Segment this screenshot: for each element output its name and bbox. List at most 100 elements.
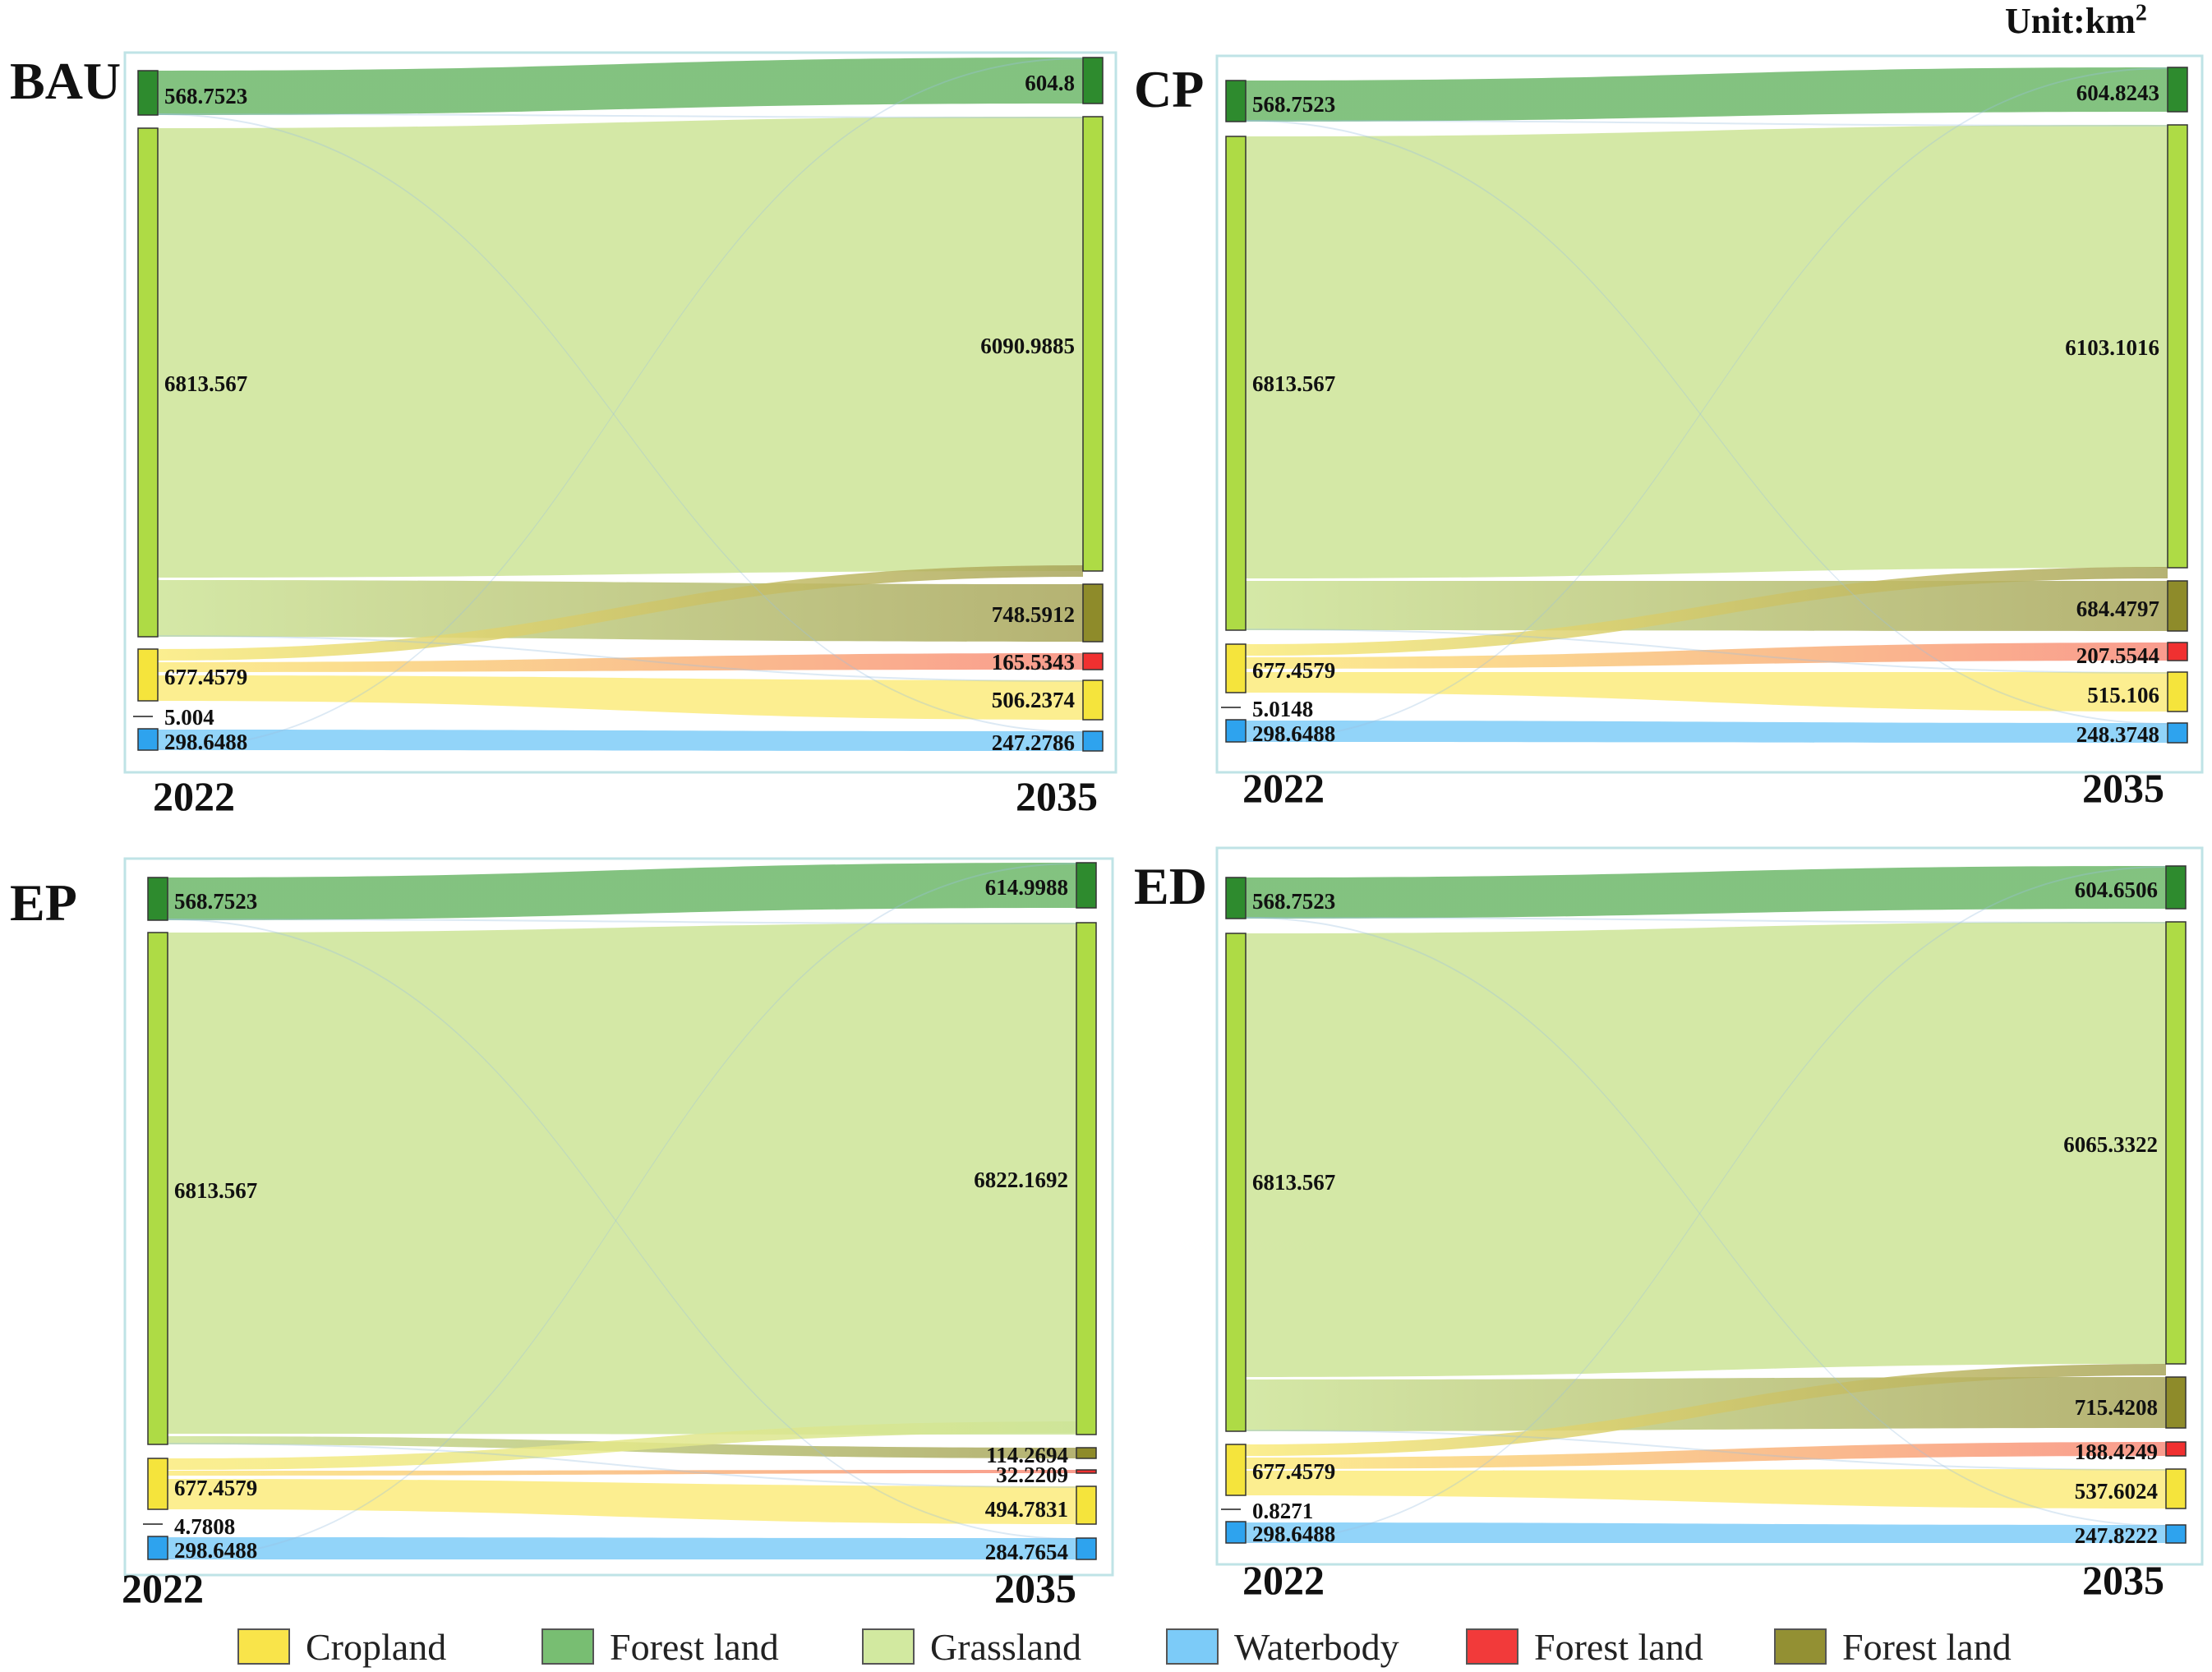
node-left-cropland	[137, 648, 159, 702]
label-left-waterbody: 298.6488	[1252, 1522, 1335, 1546]
node-right-developed	[2167, 642, 2188, 661]
year-end: 2035	[1016, 773, 1098, 819]
node-right-grassland	[2165, 921, 2187, 1365]
flow-grassland-to-grassland	[168, 923, 1076, 1435]
flow-minor-grassland-to-cropland	[1246, 1430, 2166, 1471]
panel-title: ED	[1134, 857, 1207, 915]
flow-waterbody-to-waterbody	[1246, 1522, 2166, 1543]
node-right-developed	[2165, 1441, 2187, 1457]
year-end: 2035	[994, 1565, 1076, 1611]
node-left-forest	[1225, 80, 1247, 122]
label-left-forest: 568.7523	[174, 889, 257, 914]
flow-cropland-to-cropland	[1246, 672, 2168, 712]
node-left-grassland	[1225, 933, 1247, 1432]
flow-minor-forest-to-grassland	[158, 113, 1083, 118]
node-left-developed	[1221, 1508, 1241, 1510]
flow-grassland-to-grassland	[1246, 125, 2168, 578]
node-left-waterbody	[147, 1536, 168, 1560]
year-start: 2022	[122, 1565, 204, 1611]
label-left-grassland: 6813.567	[174, 1178, 257, 1203]
node-left-forest	[137, 70, 159, 116]
unit-label-text: Unit:km	[2005, 1, 2136, 41]
label-right-grassland: 6103.1016	[2065, 335, 2159, 360]
node-right-other	[2167, 580, 2188, 632]
year-start: 2022	[1242, 765, 1325, 811]
flow-cropland-to-grassland	[168, 1421, 1076, 1470]
label-left-cropland: 677.4579	[1252, 658, 1335, 683]
node-right-waterbody	[1076, 1537, 1097, 1560]
flow-grassland-to-grassland	[1246, 922, 2166, 1377]
label-left-developed: 5.0148	[1252, 697, 1313, 721]
label-left-waterbody: 298.6488	[1252, 721, 1335, 746]
node-right-cropland	[1082, 679, 1104, 721]
node-right-cropland	[2167, 671, 2188, 712]
flow-minor-forest-to-waterbody	[168, 919, 1076, 1540]
label-right-cropland: 537.6024	[2075, 1479, 2158, 1504]
flow-minor-forest-to-grassland	[1246, 917, 2166, 924]
label-right-forest: 604.6506	[2075, 877, 2158, 902]
label-right-forest: 604.8243	[2076, 81, 2159, 105]
year-end: 2035	[2082, 1557, 2164, 1603]
label-right-other: 748.5912	[992, 602, 1075, 627]
flow-minor-grassland-to-cropland	[1246, 629, 2168, 674]
node-right-forest	[2167, 67, 2188, 113]
label-left-forest: 568.7523	[1252, 92, 1335, 117]
flow-cropland-to-developed	[1246, 643, 2168, 669]
year-start: 2022	[1242, 1557, 1325, 1603]
node-right-forest	[2165, 865, 2187, 910]
flow-cropland-to-cropland	[168, 1479, 1076, 1524]
node-right-grassland	[1076, 922, 1097, 1435]
node-left-grassland	[1225, 136, 1247, 631]
label-left-developed: 0.8271	[1252, 1499, 1313, 1523]
label-left-grassland: 6813.567	[1252, 371, 1335, 396]
flow-forest-to-forest	[1246, 67, 2168, 122]
label-left-waterbody: 298.6488	[174, 1538, 257, 1563]
legend-swatch-5	[1774, 1628, 1827, 1665]
flow-minor-forest-to-grassland	[1246, 120, 2168, 127]
node-right-cropland	[1076, 1485, 1097, 1525]
label-right-developed: 207.5544	[2076, 643, 2159, 668]
node-left-waterbody	[1225, 719, 1247, 743]
panel-frame	[1215, 846, 2204, 1566]
flow-minor-forest-to-waterbody	[158, 113, 1083, 733]
flow-minor-forest-to-grassland	[168, 919, 1076, 924]
label-right-developed: 188.4249	[2075, 1439, 2158, 1464]
flow-minor-forest-to-waterbody	[1246, 917, 2166, 1527]
label-left-developed: 4.7808	[174, 1514, 235, 1539]
legend-label-2: Grassland	[930, 1626, 1081, 1668]
legend-label-3: Waterbody	[1234, 1626, 1399, 1668]
label-right-grassland: 6090.9885	[980, 334, 1075, 358]
label-right-other: 715.4208	[2075, 1395, 2158, 1420]
legend-swatch-1	[541, 1628, 594, 1665]
node-right-other	[1082, 583, 1104, 643]
year-start: 2022	[153, 773, 235, 819]
flow-cropland-to-developed	[1246, 1442, 2166, 1469]
legend-swatch-4	[1466, 1628, 1518, 1665]
flow-cropland-to-other	[1246, 567, 2168, 656]
node-left-cropland	[147, 1458, 168, 1510]
flow-forest-to-forest	[158, 58, 1083, 115]
node-right-grassland	[1082, 116, 1104, 572]
node-right-waterbody	[2165, 1524, 2187, 1544]
label-left-cropland: 677.4579	[174, 1476, 257, 1500]
label-right-forest: 614.9988	[985, 875, 1068, 900]
node-right-forest	[1076, 862, 1097, 909]
flow-minor-forest-to-waterbody	[1246, 120, 2168, 725]
label-left-grassland: 6813.567	[1252, 1170, 1335, 1195]
panel-title: BAU	[10, 52, 121, 110]
node-left-waterbody	[1225, 1521, 1247, 1544]
flow-waterbody-to-waterbody	[168, 1537, 1076, 1559]
flow-minor-grassland-to-cropland	[158, 635, 1083, 682]
label-left-developed: 5.004	[164, 705, 214, 730]
node-right-developed	[1082, 652, 1104, 670]
flow-cropland-to-cropland	[1246, 1469, 2166, 1508]
node-left-forest	[147, 877, 168, 921]
node-right-grassland	[2167, 124, 2188, 569]
label-right-waterbody: 247.2786	[992, 730, 1075, 755]
unit-label-sup: 2	[2135, 0, 2147, 26]
flow-minor-grassland-to-cropland	[168, 1443, 1076, 1488]
flow-waterbody-to-waterbody	[158, 730, 1083, 751]
label-right-developed: 32.2209	[996, 1462, 1068, 1487]
legend-label-1: Forest land	[610, 1626, 779, 1668]
